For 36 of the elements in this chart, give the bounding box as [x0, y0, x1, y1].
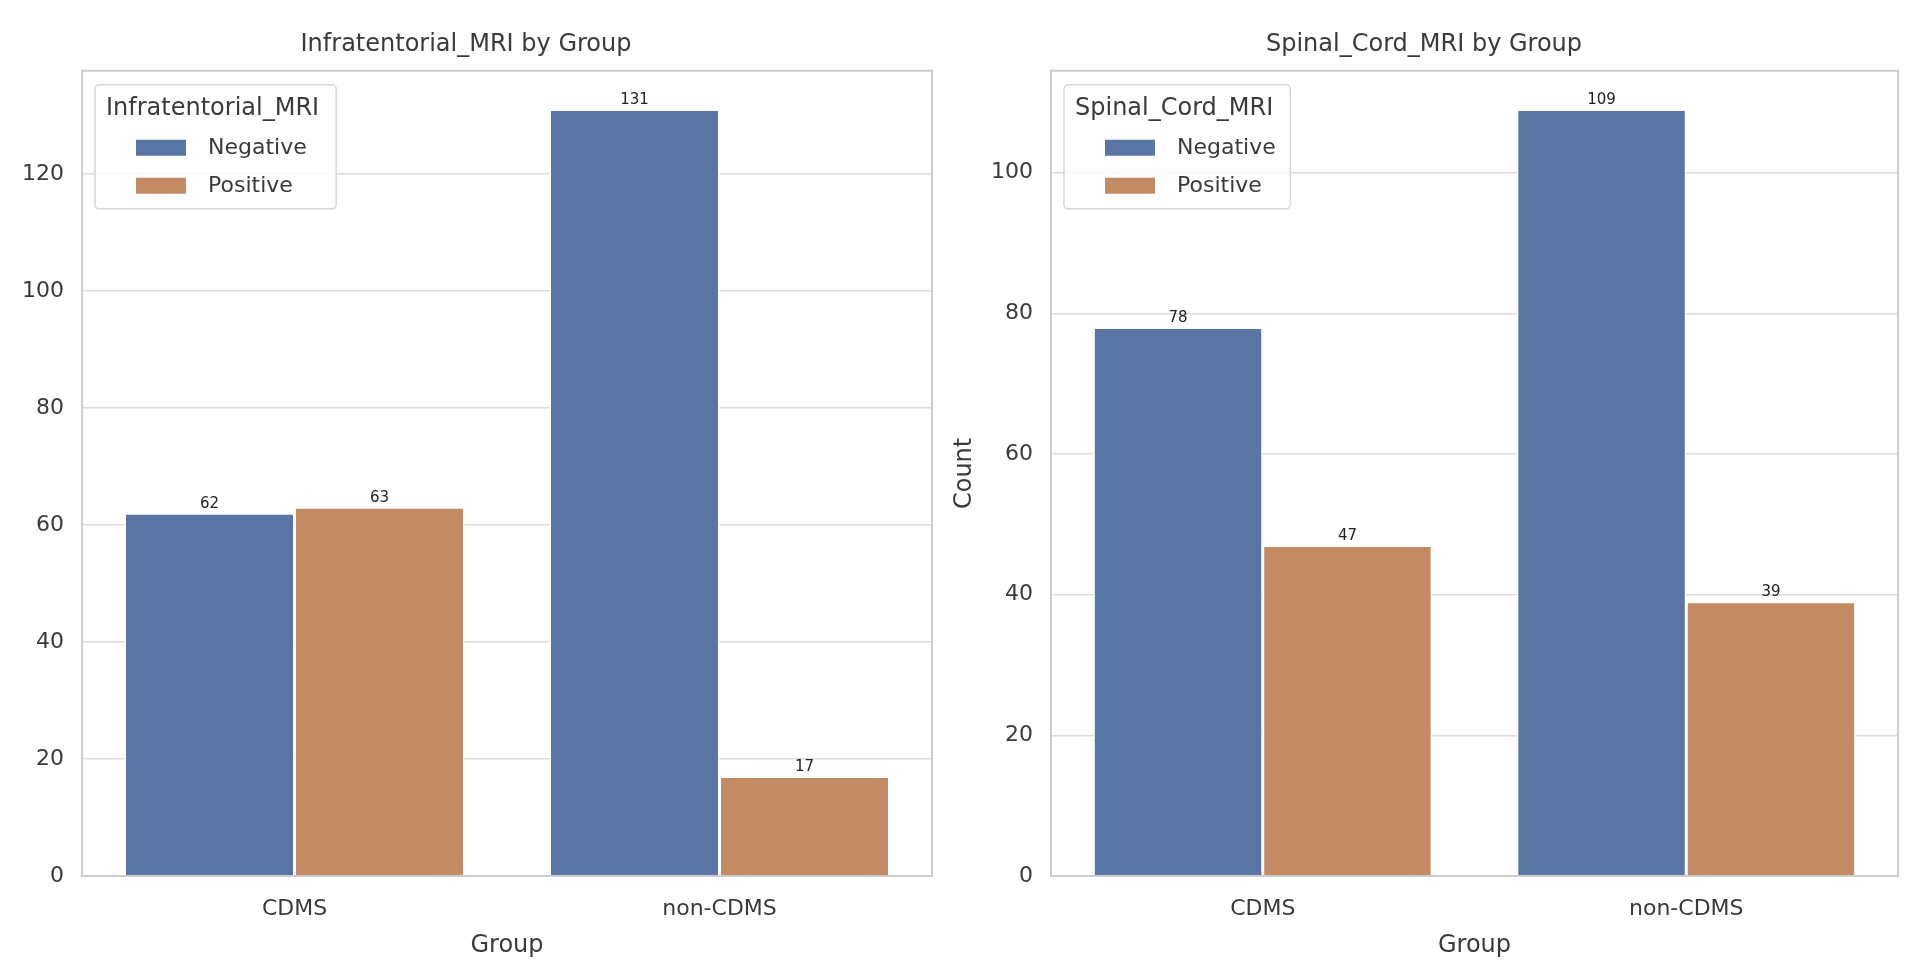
data-label: 62	[199, 493, 220, 512]
y-tick-label: 120	[22, 159, 64, 185]
chart-title: Infratentorial_MRI by Group	[300, 28, 632, 57]
y-axis-title: Count	[948, 437, 977, 510]
y-tick-label: 100	[22, 276, 64, 302]
y-tick-label: 0	[1019, 861, 1033, 887]
x-tick-label: CDMS	[1230, 894, 1296, 920]
y-tick-label: 80	[36, 393, 64, 419]
legend-label: Positive	[208, 171, 293, 197]
legend-title: Spinal_Cord_MRI	[1075, 93, 1274, 122]
data-label: 131	[620, 89, 649, 108]
data-label: 17	[794, 756, 815, 775]
data-label: 47	[1337, 525, 1357, 544]
x-tick-label: CDMS	[261, 894, 328, 920]
legend-label: Positive	[1177, 171, 1262, 197]
y-tick-label: 60	[1005, 439, 1033, 465]
data-label: 109	[1587, 89, 1616, 108]
x-axis-title: Group	[1437, 929, 1512, 958]
data-label: 39	[1761, 582, 1781, 601]
y-tick-label: 20	[36, 744, 64, 770]
legend-title: Infratentorial_MRI	[106, 93, 320, 122]
y-tick-label: 80	[1005, 299, 1033, 325]
x-tick-label: non-CDMS	[1628, 894, 1744, 920]
y-tick-label: 40	[1005, 580, 1033, 606]
y-tick-label: 40	[36, 627, 64, 653]
y-tick-label: 20	[1005, 721, 1033, 747]
data-label: 78	[1168, 307, 1188, 326]
y-tick-label: 60	[36, 510, 64, 536]
chart-title: Spinal_Cord_MRI by Group	[1265, 28, 1583, 57]
legend-label: Negative	[208, 133, 307, 159]
x-axis-title: Group	[470, 929, 544, 958]
data-label: 63	[369, 487, 390, 506]
y-tick-label: 100	[991, 158, 1033, 184]
y-tick-label: 0	[50, 861, 64, 887]
legend-label: Negative	[1177, 133, 1276, 159]
x-tick-label: non-CDMS	[662, 894, 777, 920]
